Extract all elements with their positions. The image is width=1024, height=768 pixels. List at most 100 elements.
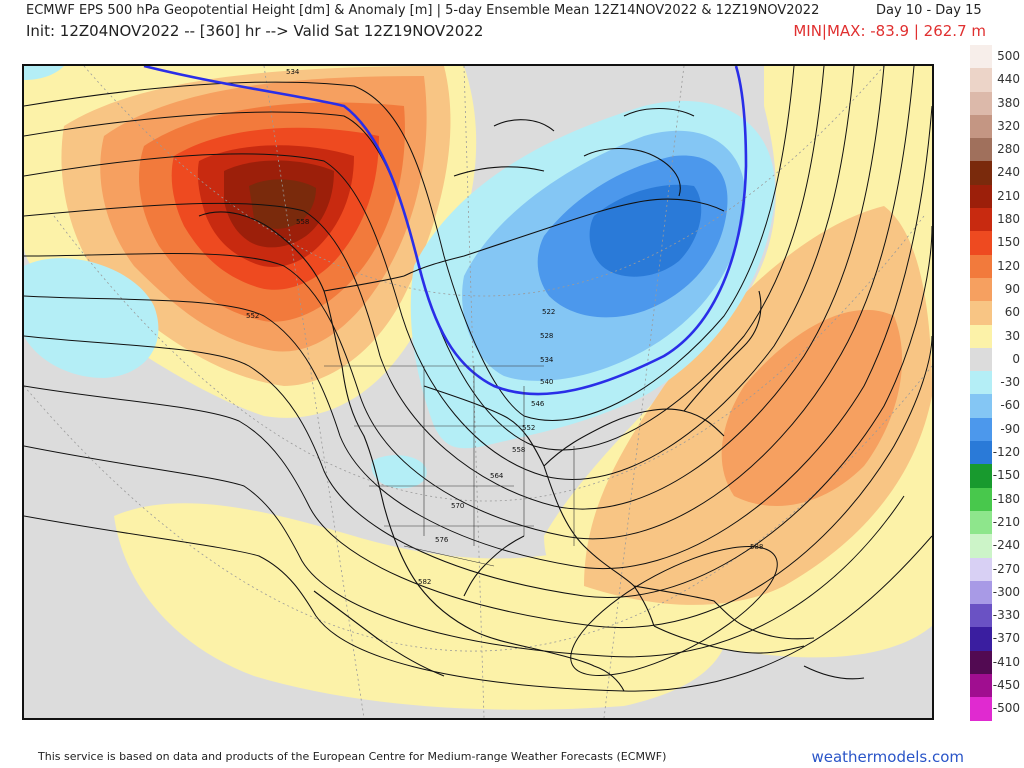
legend-row: 60 — [968, 301, 1024, 325]
legend-swatch — [970, 580, 992, 605]
anomaly-positive-30-south — [114, 503, 730, 710]
legend-swatch — [970, 441, 992, 465]
legend-label: -210 — [992, 514, 1020, 529]
contour-588-ellipse — [570, 545, 778, 677]
legend-swatch — [970, 674, 992, 698]
legend-swatch — [970, 301, 992, 325]
legend-swatch — [970, 697, 992, 721]
legend-swatch — [970, 534, 992, 558]
title-text: ECMWF EPS 500 hPa Geopotential Height [d… — [26, 3, 820, 18]
legend-row: 0 — [968, 347, 1024, 372]
legend-swatch — [970, 417, 992, 442]
legend-swatch — [970, 627, 992, 651]
contour-label-582: 582 — [418, 578, 431, 586]
legend-swatch — [970, 91, 992, 115]
forecast-period: Day 10 - Day 15 — [876, 3, 982, 18]
init-valid-line: Init: 12Z04NOV2022 -- [360] hr --> Valid… — [26, 22, 484, 40]
legend-swatch — [970, 464, 992, 488]
contour-label-528: 528 — [540, 332, 553, 340]
min-max-readout: MIN|MAX: -83.9 | 262.7 m — [793, 22, 986, 40]
legend-row: 210 — [968, 184, 1024, 209]
legend-label: 60 — [1004, 305, 1020, 320]
legend-row: -300 — [968, 580, 1024, 605]
contour-label-534-north: 534 — [286, 68, 300, 76]
contour-label-522: 522 — [542, 308, 555, 316]
map-canvas: 534 552 558 522 528 534 540 546 552 558 … — [24, 66, 932, 718]
legend-swatch — [970, 254, 992, 278]
legend-label: -330 — [992, 608, 1020, 623]
legend-swatch — [970, 231, 992, 255]
contour-label-540: 540 — [540, 378, 553, 386]
anomaly-negative-30-nw — [24, 66, 64, 80]
legend-row: -410 — [968, 650, 1024, 675]
contour-label-558-alaska: 558 — [296, 218, 309, 226]
legend-label: -410 — [992, 654, 1020, 669]
legend-row: -330 — [968, 604, 1024, 628]
ecmwf-credit: This service is based on data and produc… — [38, 750, 667, 763]
legend-swatch — [970, 487, 992, 511]
legend-row: -240 — [968, 534, 1024, 558]
legend-row: 380 — [968, 91, 1024, 115]
political-borders — [324, 365, 575, 567]
legend-swatch — [970, 650, 992, 675]
legend-label: -240 — [992, 538, 1020, 553]
legend-row: 150 — [968, 231, 1024, 255]
legend-row: -150 — [968, 464, 1024, 488]
legend-row: 30 — [968, 324, 1024, 348]
legend-label: -30 — [1000, 375, 1020, 390]
legend-row: 120 — [968, 254, 1024, 278]
legend-label: -500 — [992, 701, 1020, 716]
legend-label: -90 — [1000, 421, 1020, 436]
contour-label-552-pacific: 552 — [246, 312, 259, 320]
site-link[interactable]: weathermodels.com — [811, 748, 964, 766]
legend-row: -450 — [968, 674, 1024, 698]
legend-label: 380 — [997, 95, 1020, 110]
anomaly-negative-120-canada — [589, 184, 702, 277]
legend-row: 240 — [968, 161, 1024, 185]
coastlines — [198, 108, 865, 692]
contour-label-534: 534 — [540, 356, 554, 364]
legend-label: 240 — [997, 165, 1020, 180]
legend-row: -180 — [968, 487, 1024, 511]
anomaly-negative-30-pacific — [24, 258, 159, 378]
legend-label: -180 — [992, 491, 1020, 506]
anomaly-positive-240-core — [249, 179, 316, 229]
legend-label: 90 — [1004, 281, 1020, 296]
legend-row: -30 — [968, 371, 1024, 395]
legend-swatch — [970, 277, 992, 302]
contour-label-588: 588 — [750, 543, 763, 551]
contour-label-576: 576 — [435, 536, 449, 544]
anomaly-negative-30-rockies — [371, 455, 427, 489]
legend-swatch — [970, 394, 992, 418]
legend-swatch — [970, 138, 992, 162]
legend-label: 440 — [997, 72, 1020, 87]
map-panel[interactable]: 534 552 558 522 528 534 540 546 552 558 … — [22, 64, 934, 720]
legend-row: -60 — [968, 394, 1024, 418]
legend-swatch — [970, 557, 992, 581]
legend-label: 500 — [997, 49, 1020, 63]
legend-row: 280 — [968, 138, 1024, 162]
legend-label: -300 — [992, 584, 1020, 599]
legend-swatch — [970, 114, 992, 139]
height-contours — [24, 66, 932, 692]
contour-label-552: 552 — [522, 424, 535, 432]
legend-row: 500 — [968, 45, 1024, 69]
contour-label-546: 546 — [531, 400, 545, 408]
legend-row: 180 — [968, 208, 1024, 232]
legend-row: -370 — [968, 627, 1024, 651]
legend-row: -210 — [968, 510, 1024, 535]
legend-row: -90 — [968, 417, 1024, 442]
legend-label: 210 — [997, 188, 1020, 203]
legend-row: 90 — [968, 277, 1024, 302]
map-title: ECMWF EPS 500 hPa Geopotential Height [d… — [26, 3, 982, 18]
legend-label: -450 — [992, 678, 1020, 693]
contour-label-558: 558 — [512, 446, 525, 454]
legend-row: -500 — [968, 697, 1024, 721]
legend-label: 0 — [1012, 351, 1020, 366]
legend-swatch — [970, 324, 992, 348]
legend-label: 150 — [997, 235, 1020, 250]
legend-swatch — [970, 208, 992, 232]
legend-swatch — [970, 604, 992, 628]
legend-row: -270 — [968, 557, 1024, 581]
legend-swatch — [970, 45, 992, 69]
